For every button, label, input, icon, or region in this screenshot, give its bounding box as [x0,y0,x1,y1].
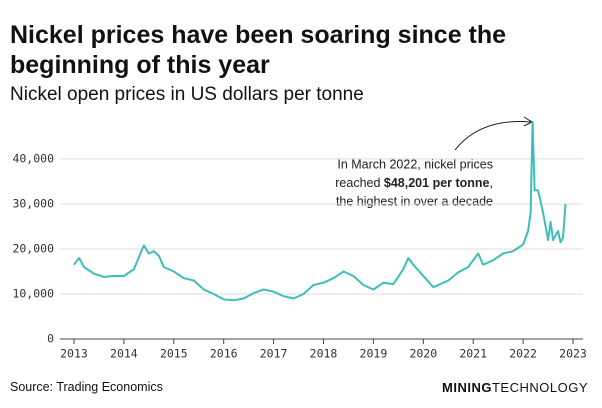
price-line [73,121,567,302]
brand-bold: MINING [442,380,492,395]
annotation-text: , [490,176,493,190]
chart-title: Nickel prices have been soaring since th… [10,21,507,79]
chart-subtitle: Nickel open prices in US dollars per ton… [10,84,364,105]
y-tick-label: 20,000 [12,241,54,255]
annotation-line: reached $48,201 per tonne, [335,176,493,190]
y-tick-label: 10,000 [12,286,54,300]
x-tick-label: 2018 [310,347,338,361]
source: Source: Trading Economics [10,380,163,394]
x-tick-label: 2022 [509,347,537,361]
y-tick-label: 30,000 [12,196,54,210]
x-tick-label: 2021 [459,347,487,361]
x-tick-label: 2015 [160,347,188,361]
x-tick-label: 2020 [409,347,437,361]
annotation-text: reached [335,176,384,190]
x-tick-label: 2019 [360,347,388,361]
x-tick-label: 2016 [210,347,238,361]
annotation-bold: $48,201 per tonne [384,176,490,190]
brand: MININGTECHNOLOGY [442,380,588,395]
annotation-line: In March 2022, nickel prices [337,157,493,171]
x-tick-label: 2017 [260,347,288,361]
y-tick-label: 0 [47,332,54,346]
x-tick-label: 2023 [559,347,587,361]
x-tick-label: 2013 [60,347,88,361]
y-tick-label: 40,000 [12,151,54,165]
annotation-arrow [454,121,532,151]
annotation-line: the highest in over a decade [336,194,493,208]
brand-rest: TECHNOLOGY [491,380,588,395]
x-tick-label: 2014 [110,347,138,361]
